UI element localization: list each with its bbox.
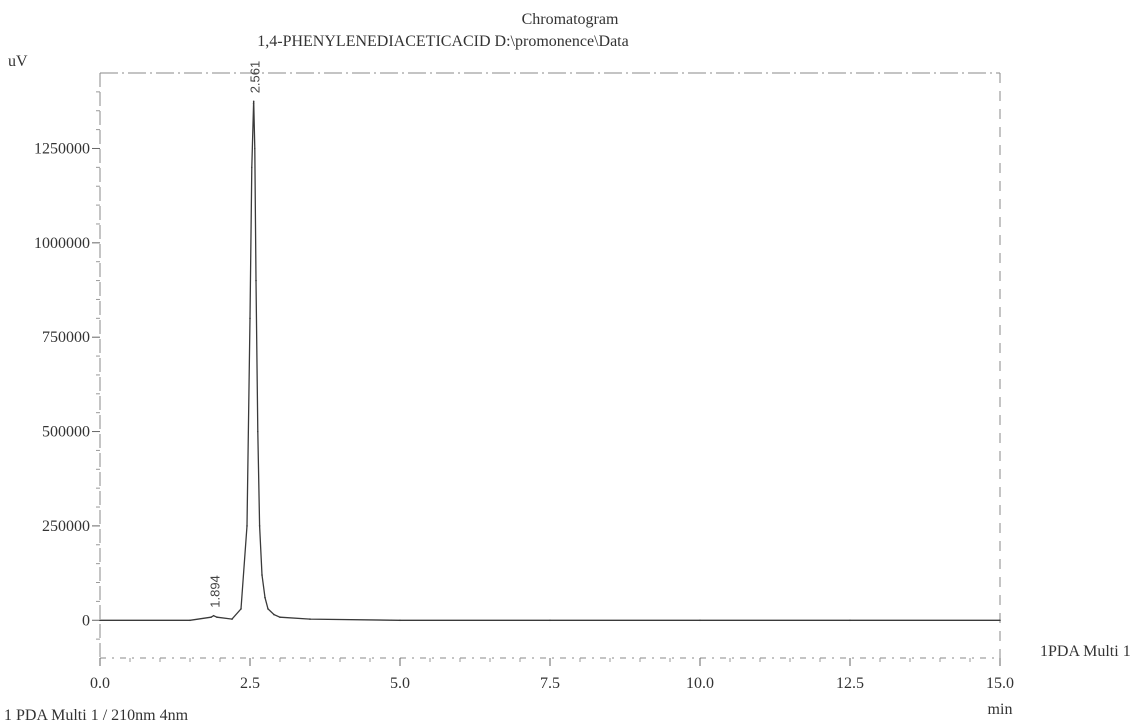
data-point: [216, 616, 218, 618]
chart-footer: 1 PDA Multi 1 / 210nm 4nm: [4, 707, 189, 722]
plot-frame: [99, 72, 1001, 659]
data-point: [231, 618, 233, 620]
data-point: [267, 608, 269, 610]
y-tick-label: 250000: [42, 518, 90, 535]
data-point: [309, 618, 311, 620]
legend-series-1: 1PDA Multi 1: [1040, 643, 1131, 660]
data-point: [254, 147, 256, 150]
data-point: [251, 166, 253, 169]
data-point: [849, 619, 851, 622]
data-point: [273, 613, 275, 616]
data-point: [99, 619, 101, 622]
data-point: [549, 619, 551, 622]
data-point: [240, 608, 242, 610]
peak-label: 1.894: [208, 575, 223, 608]
peak-label: 2.561: [248, 61, 263, 94]
data-point: [279, 616, 281, 618]
data-point: [246, 525, 248, 527]
data-point: [210, 616, 212, 618]
data-point: [255, 279, 257, 282]
y-axis: 0 250000 500000 750000 1000000 1250000: [34, 91, 100, 640]
chart-subtitle: 1,4-PHENYLENEDIACETICACID D:\promonence\…: [257, 33, 628, 50]
data-point: [261, 574, 263, 576]
data-point: [249, 317, 251, 320]
data-point: [252, 102, 255, 104]
series-line-1: [100, 101, 1000, 621]
y-axis-label: uV: [8, 53, 28, 70]
y-tick-label: 500000: [42, 424, 90, 441]
y-tick-label: 750000: [42, 329, 90, 346]
y-tick-label: 1250000: [34, 140, 90, 157]
data-point: [999, 619, 1001, 622]
x-tick-label: 0.0: [90, 675, 110, 692]
y-tick-label: 0: [82, 612, 90, 629]
chart-title: Chromatogram: [522, 11, 619, 28]
x-tick-label: 5.0: [390, 675, 410, 692]
x-axis: 0.0 2.5 5.0 7.5 10.0 12.5 15.0: [90, 658, 1014, 692]
data-point: [189, 619, 191, 622]
x-axis-label: min: [988, 701, 1013, 718]
data-point: [212, 614, 215, 617]
series-group: [99, 100, 1001, 622]
data-point: [252, 100, 255, 103]
peak-labels: 1.894 2.561: [208, 61, 263, 608]
x-tick-label: 7.5: [540, 675, 560, 692]
data-point: [264, 596, 266, 599]
data-point: [258, 525, 261, 527]
data-point: [399, 619, 401, 622]
y-tick-label: 1000000: [34, 235, 90, 252]
x-tick-label: 10.0: [686, 675, 714, 692]
x-tick-label: 15.0: [986, 675, 1014, 692]
data-point: [257, 430, 259, 433]
x-tick-label: 12.5: [836, 675, 864, 692]
data-point: [699, 619, 701, 622]
x-tick-label: 2.5: [240, 675, 260, 692]
